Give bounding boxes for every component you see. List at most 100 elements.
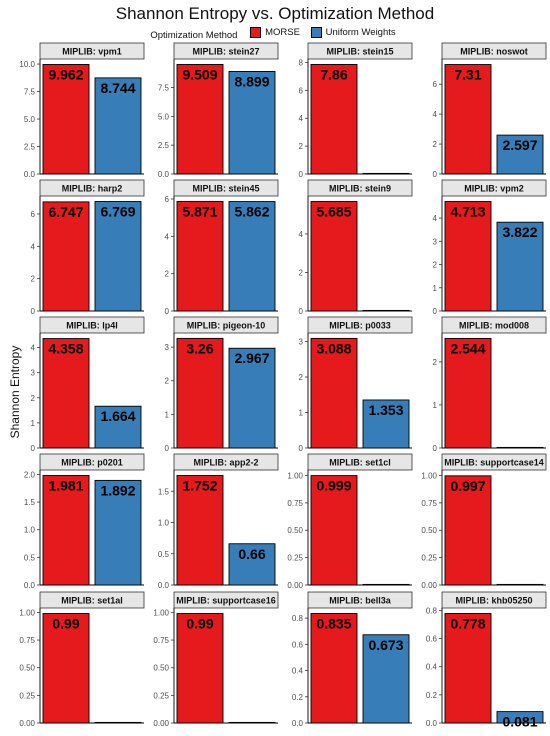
facet-panel: MIPLIB: supportcase16 0.00 0.25 0.50 0.75 1.0… bbox=[153, 591, 279, 728]
facet-panel: MIPLIB: khb05250 0.0 0.2 0.4 0.6 0.8 0.778 0.08… bbox=[426, 591, 547, 730]
y-tick-label: 0 bbox=[433, 307, 438, 316]
bar-morse bbox=[42, 475, 90, 586]
bar-uniform bbox=[362, 583, 410, 586]
data-label-morse: 2.544 bbox=[450, 340, 485, 356]
data-label-morse: 7.86 bbox=[320, 66, 347, 82]
y-tick-label: 0 bbox=[165, 307, 170, 316]
facet-strip bbox=[39, 453, 145, 471]
facet-strip-label: MIPLIB: harp2 bbox=[62, 184, 123, 194]
facet-panel: MIPLIB: p0201 0.0 0.5 1.0 1.5 2.0 1.981 1.892 bbox=[24, 453, 145, 590]
y-tick-label: 4 bbox=[433, 214, 438, 223]
y-tick-label: 1 bbox=[433, 284, 438, 293]
data-label-morse: 0.835 bbox=[316, 616, 351, 632]
facet-strip bbox=[441, 453, 547, 471]
y-tick-label: 2 bbox=[299, 268, 304, 277]
y-tick-label: 2.5 bbox=[158, 141, 170, 150]
y-tick-label: 5.0 bbox=[158, 112, 170, 121]
bar-morse bbox=[444, 64, 492, 175]
y-tick-label: 4 bbox=[31, 344, 36, 353]
facet-strip-label: MIPLIB: set1al bbox=[61, 596, 123, 606]
y-tick-label: 2 bbox=[433, 140, 438, 149]
y-tick-label: 0 bbox=[165, 444, 170, 453]
data-label-morse: 5.871 bbox=[182, 203, 217, 219]
data-label-uniform: 0.66 bbox=[238, 546, 265, 562]
legend-item-morse: MORSE bbox=[250, 27, 300, 38]
y-tick-label: 1.00 bbox=[153, 608, 169, 617]
facet-strip bbox=[307, 453, 413, 471]
y-tick-label: 0 bbox=[299, 170, 304, 179]
y-tick-label: 3 bbox=[299, 338, 304, 347]
y-tick-label: 0.0 bbox=[158, 581, 170, 590]
bar-morse bbox=[176, 200, 224, 312]
facet-strip bbox=[39, 591, 145, 609]
facet-strip bbox=[39, 42, 145, 60]
bar-morse bbox=[176, 337, 224, 449]
data-label-morse: 5.685 bbox=[316, 203, 351, 219]
data-label-morse: 9.509 bbox=[182, 66, 217, 82]
y-tick-label: 4 bbox=[433, 110, 438, 119]
y-tick-label: 7.5 bbox=[158, 84, 170, 93]
legend-label-morse: MORSE bbox=[265, 27, 300, 38]
facet-strip bbox=[441, 179, 547, 197]
facet-panel: MIPLIB: harp2 0 2 4 6 6.747 6.769 bbox=[31, 179, 145, 316]
bar-morse bbox=[310, 475, 358, 586]
bar-morse bbox=[310, 613, 358, 724]
bar-uniform bbox=[362, 399, 410, 449]
facet-strip bbox=[307, 42, 413, 60]
facet-panel: MIPLIB: mod008 0 1 2 2.544 bbox=[433, 316, 547, 453]
y-tick-label: 2 bbox=[433, 358, 438, 367]
y-tick-label: 0.4 bbox=[426, 663, 438, 672]
bar-uniform bbox=[94, 405, 142, 449]
y-tick-label: 1.5 bbox=[158, 487, 170, 496]
data-label-morse: 3.088 bbox=[316, 340, 351, 356]
bar-morse bbox=[176, 475, 224, 586]
bar-uniform bbox=[362, 309, 410, 312]
bar-morse bbox=[176, 613, 224, 724]
facet-strip-label: MIPLIB: stein15 bbox=[326, 47, 393, 57]
facet-strip bbox=[441, 42, 547, 60]
y-tick-label: 4 bbox=[31, 242, 36, 251]
y-tick-label: 4 bbox=[299, 114, 304, 123]
data-label-uniform: 1.664 bbox=[100, 408, 135, 424]
bar-uniform bbox=[94, 721, 142, 724]
y-tick-label: 0.8 bbox=[292, 614, 304, 623]
y-tick-label: 1 bbox=[433, 401, 438, 410]
y-tick-label: 0 bbox=[299, 444, 304, 453]
y-tick-label: 0.50 bbox=[287, 526, 303, 535]
bar-uniform bbox=[228, 721, 276, 724]
facet-panel: MIPLIB: app2-2 0.0 0.5 1.0 1.5 1.752 0.66 bbox=[158, 453, 279, 590]
bar-morse bbox=[444, 201, 492, 312]
data-label-uniform: 5.862 bbox=[234, 204, 269, 220]
data-label-morse: 9.962 bbox=[48, 66, 83, 82]
y-tick-label: 0.00 bbox=[153, 719, 169, 728]
y-tick-label: 0.0 bbox=[24, 581, 36, 590]
facet-strip-label: MIPLIB: set1cl bbox=[329, 458, 391, 468]
facet-panel: MIPLIB: stein27 0.0 2.5 5.0 7.5 9.509 8.899 bbox=[158, 42, 279, 179]
y-tick-label: 3 bbox=[31, 369, 36, 378]
bar-uniform bbox=[94, 77, 142, 175]
bar-uniform bbox=[496, 134, 544, 175]
data-label-morse: 0.99 bbox=[186, 616, 213, 632]
bar-morse bbox=[310, 63, 358, 175]
facet-strip bbox=[307, 591, 413, 609]
bar-uniform bbox=[496, 446, 544, 449]
bar-uniform bbox=[228, 201, 276, 312]
data-label-morse: 4.713 bbox=[450, 204, 485, 220]
y-tick-label: 0.8 bbox=[426, 606, 438, 615]
data-label-morse: 4.358 bbox=[48, 341, 83, 357]
facet-strip bbox=[173, 591, 279, 609]
facet-strip bbox=[307, 179, 413, 197]
data-label-morse: 1.981 bbox=[48, 477, 83, 493]
y-tick-label: 3 bbox=[433, 237, 438, 246]
data-label-morse: 0.99 bbox=[52, 616, 79, 632]
y-tick-label: 2.0 bbox=[24, 470, 36, 479]
y-tick-label: 0.5 bbox=[24, 553, 36, 562]
y-tick-label: 0.25 bbox=[421, 554, 437, 563]
legend: Optimization Method MORSE Uniform Weight… bbox=[0, 27, 550, 41]
data-label-morse: 6.747 bbox=[48, 204, 83, 220]
y-tick-label: 6 bbox=[31, 210, 36, 219]
y-tick-label: 0.50 bbox=[153, 664, 169, 673]
y-tick-label: 0.0 bbox=[24, 170, 36, 179]
facet-panel: MIPLIB: stein9 0 2 4 5.685 bbox=[299, 179, 413, 316]
